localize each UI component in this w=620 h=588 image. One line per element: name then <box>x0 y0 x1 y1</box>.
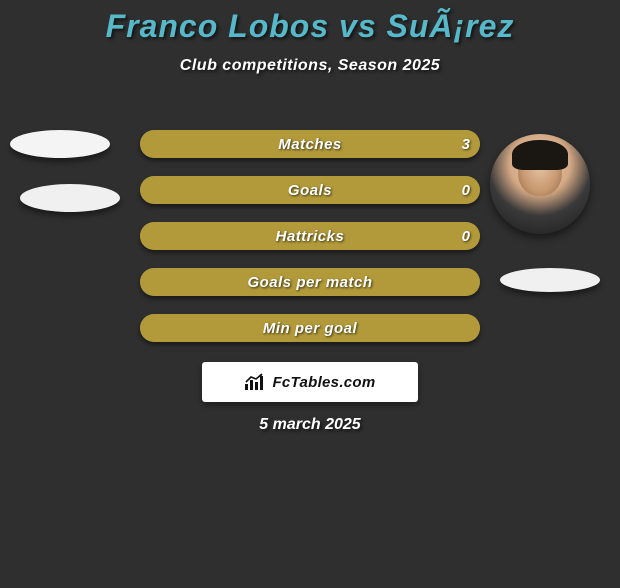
source-badge-text: FcTables.com <box>272 374 375 391</box>
comparison-title: Franco Lobos vs SuÃ¡rez <box>0 8 620 45</box>
comparison-subtitle: Club competitions, Season 2025 <box>0 57 620 75</box>
stat-bar: Matches3 <box>140 130 480 158</box>
chart-icon <box>244 373 266 391</box>
date-label: 5 march 2025 <box>0 416 620 434</box>
stat-bar: Goals0 <box>140 176 480 204</box>
stat-label: Hattricks <box>140 222 480 250</box>
stat-bar: Hattricks0 <box>140 222 480 250</box>
stats-container: Matches3Goals0Hattricks0Goals per matchM… <box>140 130 480 360</box>
player-avatar-right <box>490 134 590 234</box>
stat-label: Min per goal <box>140 314 480 342</box>
source-badge: FcTables.com <box>202 362 418 402</box>
stat-value: 0 <box>462 222 470 250</box>
stat-value: 3 <box>462 130 470 158</box>
left-placeholder-ellipse <box>20 184 120 212</box>
right-placeholder-ellipse <box>500 268 600 292</box>
stat-bar: Goals per match <box>140 268 480 296</box>
stat-label: Goals per match <box>140 268 480 296</box>
stat-value: 0 <box>462 176 470 204</box>
stat-bar: Min per goal <box>140 314 480 342</box>
left-placeholder-ellipse <box>10 130 110 158</box>
stat-label: Goals <box>140 176 480 204</box>
stat-label: Matches <box>140 130 480 158</box>
